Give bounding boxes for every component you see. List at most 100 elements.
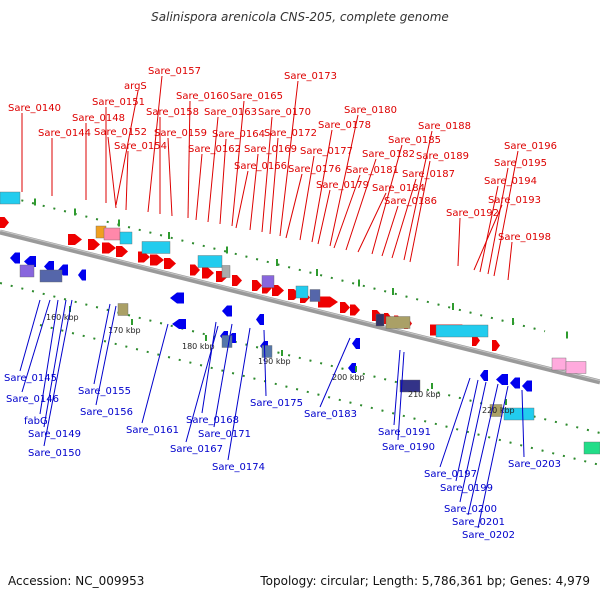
forward-leader-line bbox=[235, 170, 249, 229]
gene-feature-box bbox=[197, 255, 223, 268]
reverse-leader-line bbox=[439, 377, 471, 468]
forward-gene-label: Sare_0166 bbox=[234, 161, 287, 172]
gene-feature-box bbox=[385, 316, 411, 329]
reverse-gene-arrow bbox=[222, 305, 232, 317]
reverse-leader-line bbox=[397, 351, 405, 441]
forward-leader-line bbox=[187, 100, 191, 219]
reverse-gene-label: Sare_0167 bbox=[170, 444, 223, 455]
reverse-gene-label: Sare_0200 bbox=[444, 504, 497, 515]
forward-leader-line bbox=[391, 178, 417, 259]
forward-leader-line bbox=[457, 217, 461, 267]
forward-leader-line bbox=[371, 144, 403, 255]
reverse-gene-label: Sare_0149 bbox=[28, 429, 81, 440]
forward-gene-arrow bbox=[232, 275, 242, 286]
reverse-leader-line bbox=[455, 379, 479, 482]
forward-gene-label: Sare_0180 bbox=[344, 105, 397, 116]
forward-gene-arrow bbox=[190, 264, 200, 276]
reverse-gene-arrow bbox=[256, 314, 264, 325]
gene-feature-box bbox=[0, 191, 21, 205]
track-marker bbox=[34, 198, 36, 206]
reverse-gene-arrow bbox=[10, 252, 20, 264]
ruler-tick-label: 170 kbp bbox=[108, 326, 141, 335]
ruler-tick-label: 180 kbp bbox=[182, 342, 215, 351]
gene-feature-box bbox=[583, 441, 600, 455]
gene-feature-box bbox=[503, 407, 535, 421]
forward-gene-arrow bbox=[350, 304, 360, 316]
reverse-leader-line bbox=[19, 299, 41, 372]
forward-leader-line bbox=[107, 136, 117, 209]
track-marker bbox=[118, 219, 120, 227]
forward-leader-line bbox=[207, 116, 219, 223]
forward-leader-line bbox=[507, 241, 513, 281]
ruler-tick-label: 190 kbp bbox=[258, 357, 291, 366]
ruler-tick-label: 210 kbp bbox=[408, 390, 441, 399]
forward-gene-label: Sare_0187 bbox=[402, 169, 455, 180]
forward-gene-arrow bbox=[492, 340, 500, 351]
reverse-leader-line bbox=[213, 323, 233, 428]
forward-leader-line bbox=[311, 129, 333, 243]
forward-gene-label: Sare_0185 bbox=[388, 135, 441, 146]
forward-gene-label: Sare_0154 bbox=[114, 141, 167, 152]
gene-feature-box bbox=[103, 227, 121, 241]
reverse-gene-arrow bbox=[24, 256, 36, 267]
reverse-leader-line bbox=[93, 303, 111, 385]
reverse-gene-arrow bbox=[44, 261, 54, 272]
forward-leader-line bbox=[279, 80, 299, 237]
reverse-leader-line bbox=[185, 325, 219, 443]
reverse-gene-label: Sare_0190 bbox=[382, 442, 435, 453]
gene-feature-box bbox=[435, 324, 489, 338]
forward-gene-label: Sare_0158 bbox=[146, 107, 199, 118]
forward-gene-arrow bbox=[202, 267, 214, 279]
forward-gene-arrow bbox=[150, 254, 164, 266]
track-marker bbox=[452, 303, 454, 310]
forward-leader-line bbox=[479, 185, 499, 273]
reverse-leader-line bbox=[95, 305, 117, 406]
forward-leader-line bbox=[167, 137, 173, 217]
forward-leader-line bbox=[381, 205, 399, 257]
forward-leader-line bbox=[493, 150, 519, 277]
genome-summary-text: Topology: circular; Length: 5,786,361 bp… bbox=[260, 574, 590, 588]
gene-feature-box bbox=[119, 231, 133, 245]
reverse-gene-label: Sare_0175 bbox=[250, 398, 303, 409]
forward-gene-arrow bbox=[164, 258, 176, 269]
forward-gene-label: Sare_0160 bbox=[176, 91, 229, 102]
forward-leader-line bbox=[333, 174, 361, 249]
reverse-leader-line bbox=[43, 299, 73, 447]
forward-leader-line bbox=[285, 173, 303, 239]
forward-gene-arrow bbox=[252, 280, 262, 291]
forward-leader-line bbox=[345, 158, 377, 251]
reverse-leader-line bbox=[201, 321, 217, 414]
forward-gene-label: Sare_0159 bbox=[154, 128, 207, 139]
track-marker bbox=[226, 246, 228, 254]
reverse-gene-label: Sare_0145 bbox=[4, 373, 57, 384]
reverse-leader-line bbox=[393, 349, 401, 426]
reverse-leader-line bbox=[21, 299, 51, 393]
gene-feature-box bbox=[261, 275, 275, 288]
gene-feature-box bbox=[261, 345, 273, 358]
gene-feature-box bbox=[117, 303, 129, 316]
forward-gene-label: argS bbox=[124, 81, 147, 92]
reverse-gene-label: Sare_0183 bbox=[304, 409, 357, 420]
forward-leader-line bbox=[269, 137, 279, 235]
reverse-gene-arrow bbox=[352, 338, 360, 349]
genome-backbone bbox=[0, 229, 600, 385]
forward-leader-line bbox=[357, 192, 387, 253]
forward-leader-line bbox=[231, 100, 245, 227]
forward-gene-label: Sare_0193 bbox=[488, 195, 541, 206]
reverse-gene-label: Sare_0155 bbox=[78, 386, 131, 397]
forward-gene-arrow bbox=[116, 246, 128, 257]
forward-gene-label: Sare_0173 bbox=[284, 71, 337, 82]
reverse-gene-label: Sare_0161 bbox=[126, 425, 179, 436]
forward-gene-arrow bbox=[472, 335, 480, 346]
forward-leader-line bbox=[195, 153, 203, 221]
forward-gene-label: Sare_0184 bbox=[372, 183, 425, 194]
ruler-tick-label: 200 kbp bbox=[332, 373, 365, 382]
gene-feature-box bbox=[141, 241, 171, 254]
reverse-leader-line bbox=[319, 337, 351, 408]
forward-gene-label: Sare_0186 bbox=[384, 196, 437, 207]
gene-feature-box bbox=[399, 379, 421, 393]
track-marker bbox=[74, 208, 76, 216]
forward-gene-label: Sare_0144 bbox=[38, 128, 91, 139]
reverse-gene-label: Sare_0156 bbox=[80, 407, 133, 418]
